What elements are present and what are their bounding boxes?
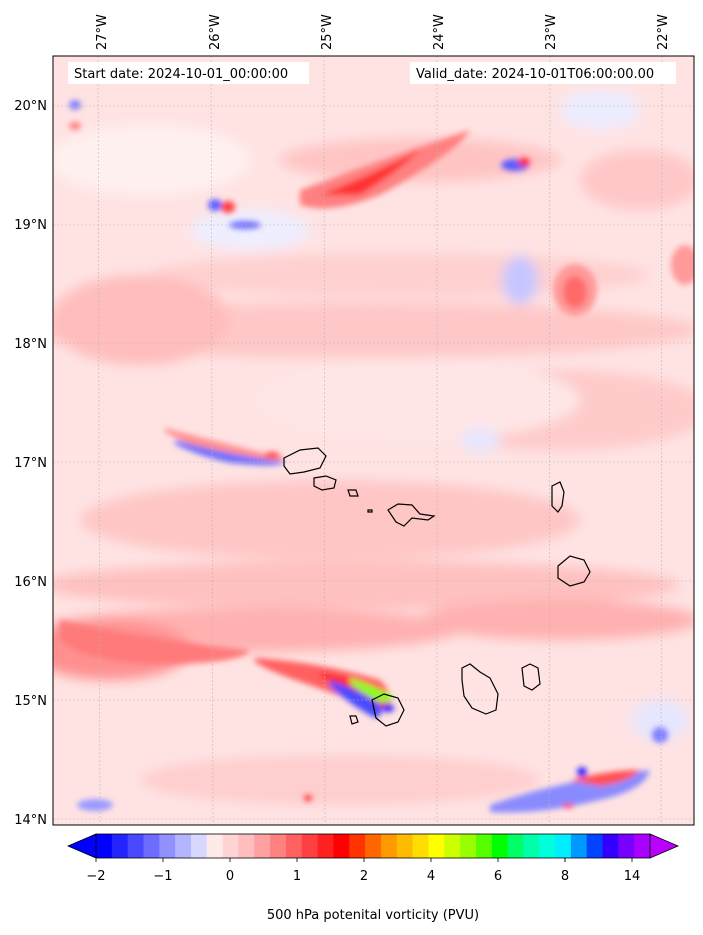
valid-date-label: Valid_date: 2024-10-01T06:00:00.00 [416,67,654,82]
colorbar-tick-label: 8 [561,869,569,884]
lon-tick-label: 26°W [208,14,223,50]
island-santo-antao [283,447,327,475]
colorbar-cell [523,834,540,858]
colorbar-cell [254,834,271,858]
colorbar-extend-high [649,833,680,859]
lat-tick-label: 18°N [14,337,47,352]
colorbar-cell [602,834,619,858]
colorbar-caption: 500 hPa potenital vorticity (PVU) [267,908,479,923]
start-date-label: Start date: 2024-10-01_00:00:00 [74,67,288,82]
colorbar-cell [159,834,176,858]
colorbar-tick-label: 2 [360,869,368,884]
colorbar-cell [301,834,319,858]
lon-tick-label: 24°W [432,14,447,50]
colorbar-cell [444,834,461,858]
colorbar-cell [349,834,366,858]
colorbar-frame [95,833,651,859]
graticule [53,56,694,825]
lon-tick-label: 22°W [656,14,671,50]
colorbar-cell [507,834,524,858]
island-brava [349,715,359,725]
lat-tick-labels: 20°N 19°N 18°N 17°N 16°N 15°N 14°N [14,99,47,828]
colorbar-cell [365,834,382,858]
island-sao-nicolau [387,503,436,527]
colorbar-cell [491,834,509,858]
lon-tick-label: 27°W [95,14,110,50]
map-frame [52,55,695,826]
island-fogo [371,693,405,727]
colorbar-cell [238,834,255,858]
colorbar-cell [570,834,588,858]
pv-field [53,90,694,805]
island-sao-vicente [313,475,337,491]
island-boa-vista [557,555,591,587]
colorbar-tick-label: 4 [427,869,435,884]
lat-tick-label: 19°N [14,218,47,233]
map-panel [53,56,694,825]
colorbar-tick-label: −2 [86,869,105,884]
lon-tick-labels: 27°W 26°W 25°W 24°W 23°W 22°W [95,14,671,50]
island-maio [521,663,541,691]
lat-tick-label: 17°N [14,456,47,471]
island-santa-luzia [347,489,359,497]
colorbar-cell [634,834,651,858]
colorbar-tick-labels: −2 −1 0 1 2 4 6 8 10 14 [86,869,640,884]
lat-tick-label: 15°N [14,694,47,709]
colorbar-cell [222,834,239,858]
island-santiago [461,663,499,715]
lat-tick-label: 14°N [14,813,47,828]
colorbar-cell [317,834,334,858]
pv-features [60,100,694,813]
lon-tick-label: 23°W [544,14,559,50]
colorbar-cell [428,834,445,858]
colorbar-cell [111,834,129,858]
start-date-box [68,62,309,84]
colorbar: −2 −1 0 1 2 4 6 8 10 14 500 hPa potenita… [66,833,680,923]
colorbar-tick-label: −1 [153,869,172,884]
colorbar-tick-label: 6 [494,869,502,884]
valid-date-box [410,62,676,84]
coastlines [283,447,591,727]
colorbar-cell [380,834,398,858]
colorbar-cell [206,834,224,858]
colorbar-extend-low [66,833,97,859]
colorbar-tick-label: 14 [624,869,641,884]
colorbar-cell [285,834,303,858]
lon-tick-label: 25°W [320,14,335,50]
colorbar-cell [618,834,635,858]
colorbar-cell [396,834,414,858]
lat-tick-label: 20°N [14,99,47,114]
colorbar-ticks [95,858,633,862]
colorbar-cell [96,834,113,858]
colorbar-cell [475,834,493,858]
colorbar-cell [143,834,160,858]
colorbar-cell [333,834,350,858]
colorbar-cell [555,834,572,858]
colorbar-cells [96,834,651,858]
colorbar-cell [412,834,429,858]
colorbar-cell [586,834,604,858]
colorbar-cell [127,834,144,858]
colorbar-cell [175,834,192,858]
island-raso [367,509,373,513]
colorbar-tick-label: 0 [226,869,234,884]
colorbar-cell [270,834,287,858]
colorbar-cell [460,834,477,858]
colorbar-cell [190,834,208,858]
lat-tick-label: 16°N [14,575,47,590]
island-sal [551,481,565,513]
colorbar-cell [539,834,556,858]
colorbar-tick-label: 1 [293,869,301,884]
